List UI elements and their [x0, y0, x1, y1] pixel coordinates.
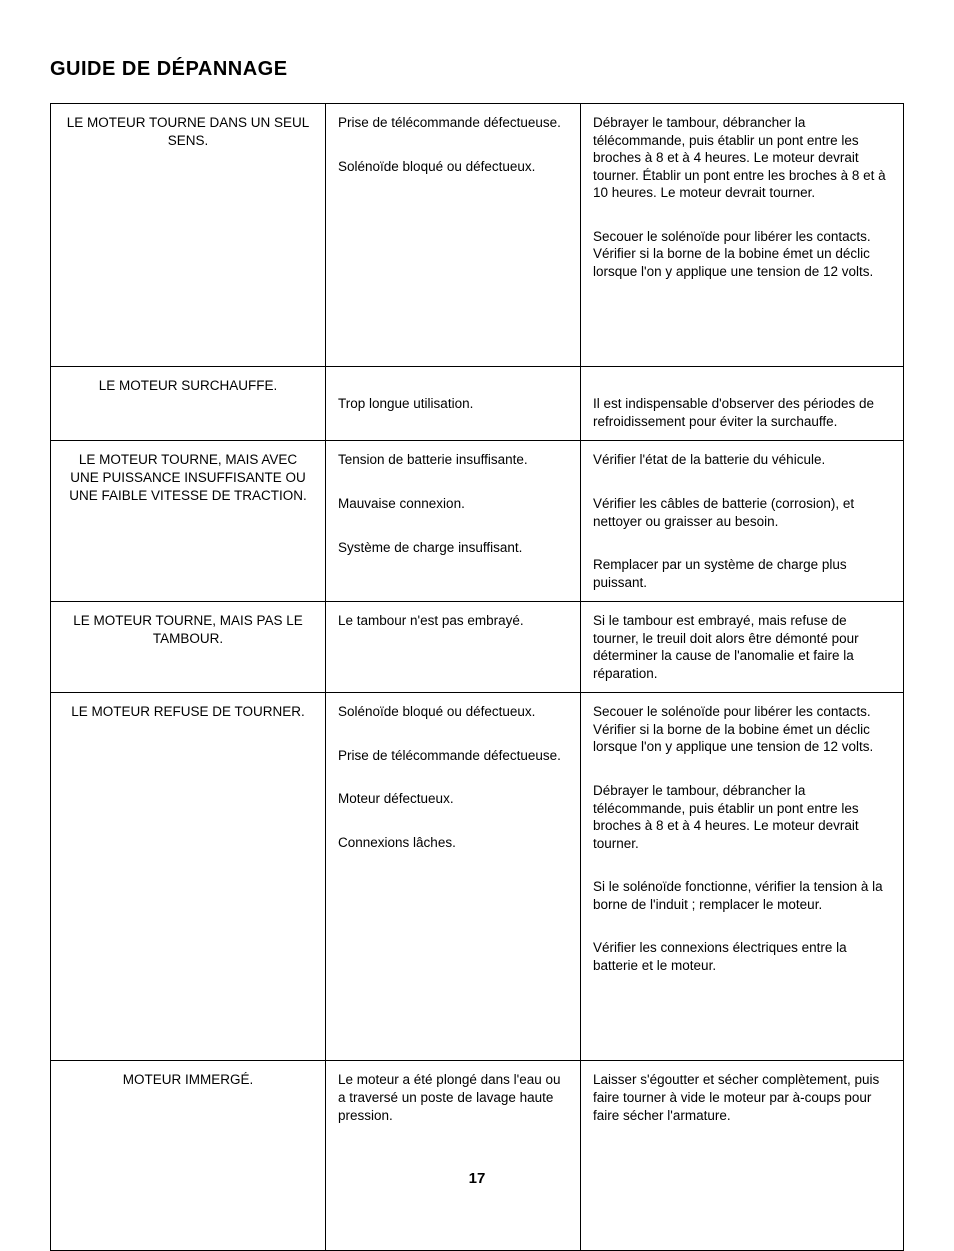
cause-text: Prise de télécommande défectueuse. [338, 747, 568, 765]
solution-text: Si le tambour est embrayé, mais refuse d… [593, 612, 891, 682]
cause-text: Le moteur a été plongé dans l'eau ou a t… [338, 1071, 568, 1124]
cause-text: Connexions lâches. [338, 834, 568, 852]
cause-text: Tension de batterie insuffisante. [338, 451, 568, 469]
solution-text: Débrayer le tambour, débrancher la téléc… [593, 782, 891, 852]
solution-text: Vérifier l'état de la batterie du véhicu… [593, 451, 891, 469]
table-body: LE MOTEUR TOURNE DANS UN SEUL SENS.Prise… [51, 104, 904, 1251]
table-row: LE MOTEUR TOURNE, MAIS AVEC UNE PUISSANC… [51, 441, 904, 602]
cause-text: Prise de télécommande défectueuse. [338, 114, 568, 132]
solution-text: Vérifier les câbles de batterie (corrosi… [593, 495, 891, 530]
solution-cell: Si le tambour est embrayé, mais refuse d… [581, 602, 904, 693]
table-row: LE MOTEUR SURCHAUFFE. Trop longue utilisa… [51, 367, 904, 441]
solution-text: Secouer le solénoïde pour libérer les co… [593, 228, 891, 281]
solution-cell: Débrayer le tambour, débrancher la téléc… [581, 104, 904, 367]
solution-text: Laisser s'égoutter et sécher complètemen… [593, 1071, 891, 1124]
cause-cell: Le moteur a été plongé dans l'eau ou a t… [326, 1061, 581, 1251]
cause-text: Solénoïde bloqué ou défectueux. [338, 703, 568, 721]
cause-cell: Tension de batterie insuffisante. Mauvais… [326, 441, 581, 602]
problem-cell: LE MOTEUR TOURNE DANS UN SEUL SENS. [51, 104, 326, 367]
problem-cell: MOTEUR IMMERGÉ. [51, 1061, 326, 1251]
cause-cell: Le tambour n'est pas embrayé. [326, 602, 581, 693]
problem-cell: LE MOTEUR TOURNE, MAIS PAS LE TAMBOUR. [51, 602, 326, 693]
solution-text: Remplacer par un système de charge plus … [593, 556, 891, 591]
solution-text: Secouer le solénoïde pour libérer les co… [593, 703, 891, 756]
solution-text: Débrayer le tambour, débrancher la téléc… [593, 114, 891, 202]
solution-text: Il est indispensable d'observer des péri… [593, 395, 891, 430]
cause-text: Mauvaise connexion. [338, 495, 568, 513]
cause-text: Système de charge insuffisant. [338, 539, 568, 557]
page-title: GUIDE DE DÉPANNAGE [50, 58, 904, 81]
cause-cell: Solénoïde bloqué ou défectueux. Prise de … [326, 693, 581, 1061]
solution-cell: Laisser s'égoutter et sécher complètemen… [581, 1061, 904, 1251]
solution-cell: Il est indispensable d'observer des péri… [581, 367, 904, 441]
problem-cell: LE MOTEUR SURCHAUFFE. [51, 367, 326, 441]
problem-cell: LE MOTEUR REFUSE DE TOURNER. [51, 693, 326, 1061]
solution-text: Vérifier les connexions électriques entr… [593, 939, 891, 974]
solution-cell: Secouer le solénoïde pour libérer les co… [581, 693, 904, 1061]
problem-cell: LE MOTEUR TOURNE, MAIS AVEC UNE PUISSANC… [51, 441, 326, 602]
solution-text: Si le solénoïde fonctionne, vérifier la … [593, 878, 891, 913]
cause-text: Trop longue utilisation. [338, 395, 568, 413]
cause-text: Moteur défectueux. [338, 790, 568, 808]
table-row: MOTEUR IMMERGÉ.Le moteur a été plongé da… [51, 1061, 904, 1251]
cause-cell: Prise de télécommande défectueuse. Soléno… [326, 104, 581, 367]
table-row: LE MOTEUR REFUSE DE TOURNER.Solénoïde bl… [51, 693, 904, 1061]
table-row: LE MOTEUR TOURNE, MAIS PAS LE TAMBOUR. Le… [51, 602, 904, 693]
cause-text: Solénoïde bloqué ou défectueux. [338, 158, 568, 176]
cause-cell: Trop longue utilisation. [326, 367, 581, 441]
cause-text: Le tambour n'est pas embrayé. [338, 612, 568, 630]
page-number: 17 [0, 1170, 954, 1187]
table-row: LE MOTEUR TOURNE DANS UN SEUL SENS.Prise… [51, 104, 904, 367]
troubleshooting-table: LE MOTEUR TOURNE DANS UN SEUL SENS.Prise… [50, 103, 904, 1251]
solution-cell: Vérifier l'état de la batterie du véhicu… [581, 441, 904, 602]
